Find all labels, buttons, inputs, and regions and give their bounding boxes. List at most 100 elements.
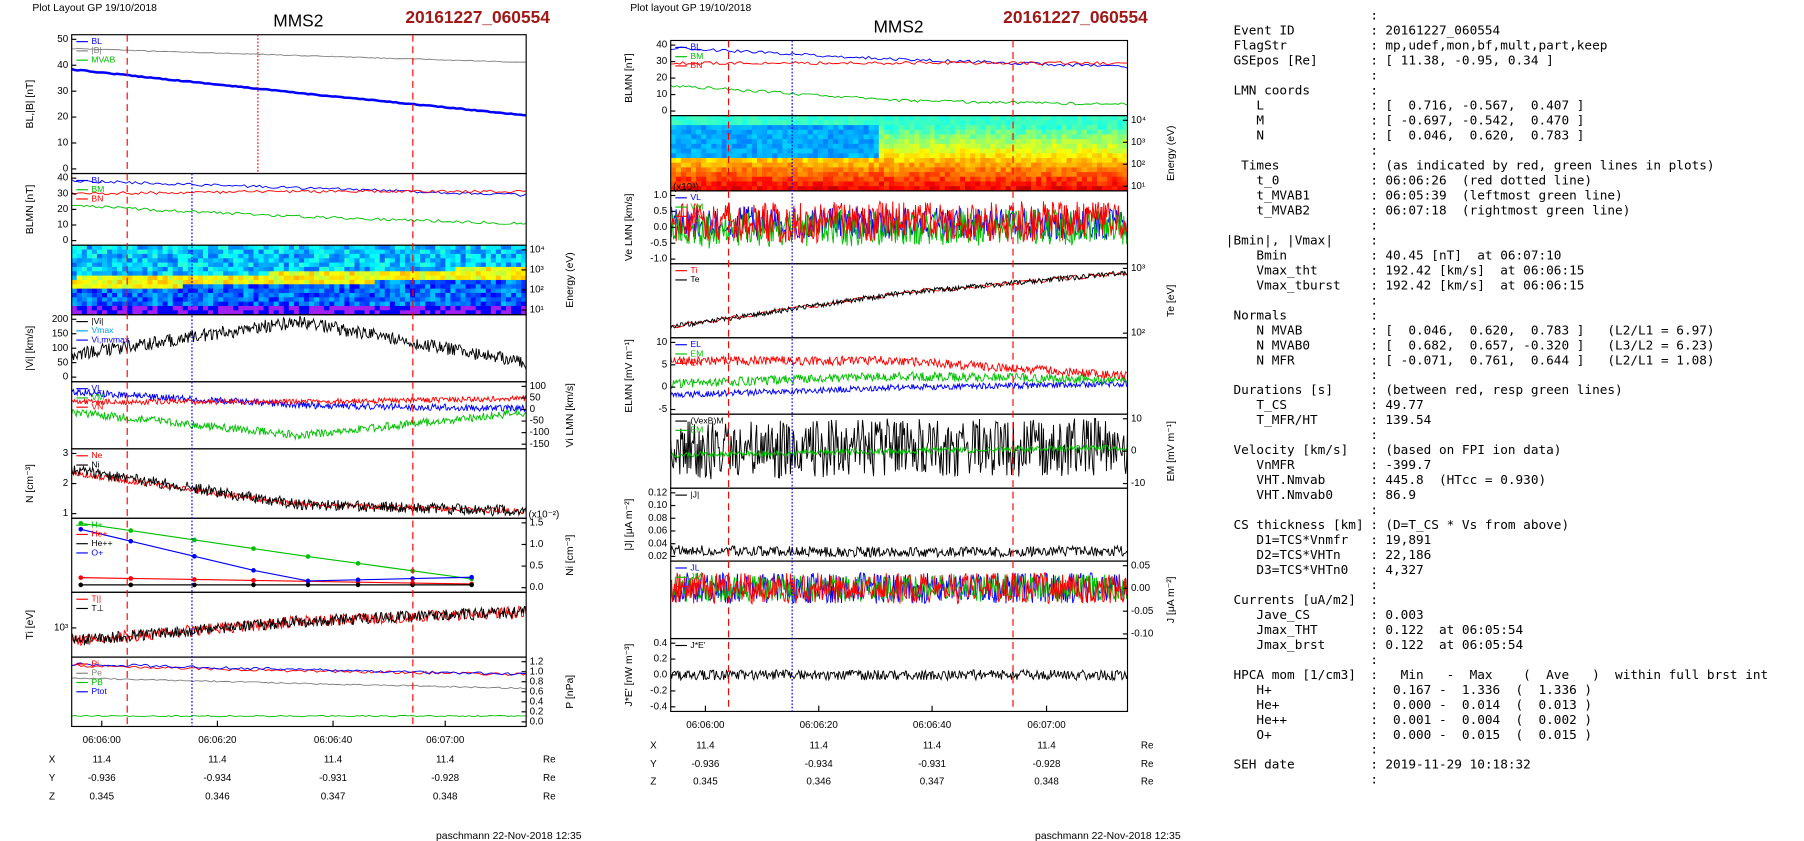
spectrogram-cell: [162, 284, 169, 290]
spectrogram-cell: [303, 249, 310, 255]
spectrogram-cell: [1005, 120, 1012, 126]
tick-label: 0.04: [648, 538, 668, 549]
spectrogram-cell: [465, 271, 472, 277]
spectrogram-cell: [505, 245, 512, 251]
spectrogram-cell: [379, 301, 386, 307]
spectrogram-cell: [107, 284, 113, 290]
spectrogram-cell: [772, 115, 778, 121]
spectrogram-cell: [187, 310, 194, 316]
info-key: Jmax_brst: [1226, 637, 1326, 652]
legend-label: |J|: [690, 489, 699, 499]
tick-label: 0: [530, 404, 536, 415]
spectrogram-cell: [253, 253, 259, 259]
spectrogram-cell: [495, 305, 502, 311]
spectrogram-cell: [868, 172, 875, 178]
spectrogram-cell: [1051, 157, 1057, 164]
spectrogram-cell: [268, 249, 275, 255]
spectrogram-cell: [985, 148, 991, 154]
spectrogram-cell: [197, 279, 204, 285]
spectrogram-cell: [329, 266, 335, 272]
spectrogram-cell: [1025, 129, 1032, 135]
spectrogram-cell: [919, 162, 925, 168]
spectrogram-cell: [1097, 134, 1103, 140]
info-key: t_MVAB1: [1226, 187, 1310, 202]
trace-marker: [251, 546, 256, 551]
spectrogram-cell: [339, 249, 345, 255]
spectrogram-cell: [833, 157, 839, 164]
spectrogram-cell: [228, 305, 234, 311]
spectrogram-cell: [904, 167, 910, 173]
info-value: 49.77: [1385, 397, 1423, 412]
spectrogram-cell: [1076, 148, 1083, 154]
spectrogram-cell: [278, 266, 285, 272]
spectrogram-cell: [1046, 125, 1052, 131]
spectrogram-cell: [435, 253, 441, 259]
spectrogram-cell: [858, 176, 865, 182]
spectrogram-cell: [909, 186, 915, 192]
spectrogram-cell: [1005, 143, 1012, 150]
spectrogram-cell: [1041, 186, 1047, 192]
spectrogram-cell: [309, 271, 315, 277]
spectrogram-cell: [1005, 176, 1012, 182]
spectrogram-cell: [970, 115, 976, 121]
spectrogram-cell: [924, 157, 931, 164]
spectrogram-cell: [435, 271, 441, 277]
spectrogram-cell: [680, 139, 687, 145]
spectrogram-cell: [435, 284, 441, 290]
spectrogram-cell: [848, 162, 854, 168]
spectrogram-cell: [364, 245, 371, 251]
position-value: -0.931: [918, 759, 946, 770]
spectrogram-cell: [334, 310, 340, 316]
spectrogram-cell: [283, 245, 290, 251]
spectrogram-cell: [187, 245, 194, 251]
spectrogram-cell: [726, 181, 733, 187]
spectrogram-cell: [1112, 134, 1118, 140]
spectrogram-cell: [495, 292, 502, 298]
spectrogram-cell: [716, 129, 722, 135]
spectrogram-cell: [1000, 148, 1007, 154]
spectrogram-cell: [425, 245, 431, 251]
spectrogram-cell: [868, 139, 875, 145]
legend-label: BL: [690, 42, 701, 52]
spectrogram-cell: [445, 305, 451, 311]
spectrogram-cell: [777, 181, 783, 187]
spectrogram-cell: [746, 148, 753, 154]
spectrogram-cell: [349, 305, 355, 311]
tick-label: 10⁴: [1131, 115, 1146, 126]
info-key: O+: [1226, 727, 1272, 742]
spectrogram-cell: [142, 266, 148, 272]
tick-label: 0: [63, 163, 69, 174]
spectrogram-cell: [359, 258, 366, 264]
spectrogram-cell: [802, 172, 809, 178]
spectrogram-cell: [309, 284, 315, 290]
spectrogram-cell: [853, 115, 859, 121]
spectrogram-cell: [91, 310, 98, 316]
info-colon: :: [1370, 397, 1378, 412]
spectrogram-cell: [213, 245, 219, 251]
panel: 0.40.20.0-0.2-0.4J*E' [nW m⁻³] J*E': [624, 638, 1129, 712]
spectrogram-cell: [445, 253, 451, 259]
spectrogram-cell: [878, 162, 885, 168]
spectrogram-cell: [970, 172, 976, 178]
spectrogram-cell: [960, 153, 966, 159]
spectrogram-cell: [511, 253, 517, 259]
spectrogram-cell: [303, 292, 310, 298]
spectrogram-cell: [202, 249, 209, 255]
spectrogram-cell: [939, 181, 946, 187]
spectrogram-cell: [985, 125, 991, 131]
spectrogram-cell: [944, 129, 951, 135]
spectrogram-cell: [309, 297, 315, 303]
spectrogram-cell: [848, 181, 854, 187]
spectrogram-cell: [670, 115, 677, 121]
spectrogram-cell: [399, 258, 406, 264]
spectrogram-cell: [112, 262, 118, 268]
spectrogram-cell: [868, 157, 875, 164]
spectrogram-cell: [1076, 162, 1083, 168]
spectrogram-cell: [182, 258, 189, 264]
spectrogram-cell: [278, 292, 285, 298]
spectrogram-cell: [1102, 153, 1108, 159]
spectrogram-cell: [1097, 115, 1103, 121]
spectrogram-cell: [995, 153, 1002, 159]
spectrogram-cell: [970, 181, 976, 187]
